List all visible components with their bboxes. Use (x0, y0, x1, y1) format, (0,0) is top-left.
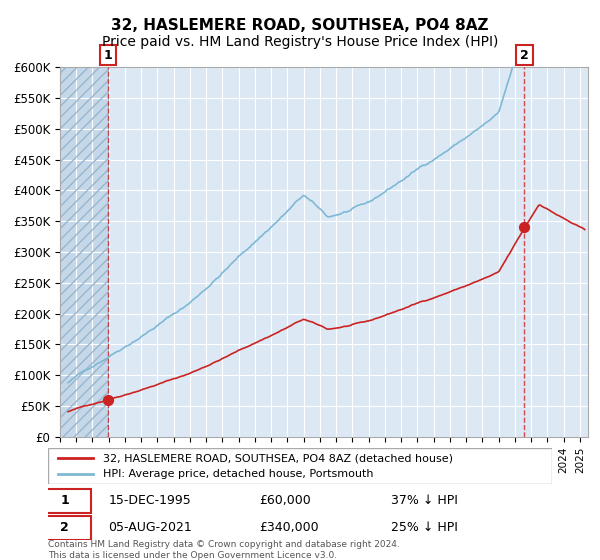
Text: 32, HASLEMERE ROAD, SOUTHSEA, PO4 8AZ: 32, HASLEMERE ROAD, SOUTHSEA, PO4 8AZ (111, 18, 489, 32)
Bar (60, 67, 108, 437)
Text: 32, HASLEMERE ROAD, SOUTHSEA, PO4 8AZ (detached house): 32, HASLEMERE ROAD, SOUTHSEA, PO4 8AZ (d… (103, 453, 454, 463)
Text: 37% ↓ HPI: 37% ↓ HPI (391, 494, 458, 507)
Text: 15-DEC-1995: 15-DEC-1995 (109, 494, 191, 507)
Text: £60,000: £60,000 (260, 494, 311, 507)
Text: £340,000: £340,000 (260, 521, 319, 534)
Point (103, 395, 113, 404)
Text: 2: 2 (60, 521, 69, 534)
FancyBboxPatch shape (38, 516, 91, 540)
Text: Price paid vs. HM Land Registry's House Price Index (HPI): Price paid vs. HM Land Registry's House … (102, 35, 498, 49)
Text: 1: 1 (104, 49, 112, 62)
Text: 2: 2 (520, 49, 529, 62)
Text: HPI: Average price, detached house, Portsmouth: HPI: Average price, detached house, Port… (103, 469, 374, 479)
FancyBboxPatch shape (48, 448, 552, 484)
Bar (60, 67, 108, 437)
Text: 25% ↓ HPI: 25% ↓ HPI (391, 521, 458, 534)
Text: 05-AUG-2021: 05-AUG-2021 (109, 521, 192, 534)
FancyBboxPatch shape (38, 489, 91, 513)
Point (520, 223, 529, 232)
Text: 1: 1 (60, 494, 69, 507)
Text: Contains HM Land Registry data © Crown copyright and database right 2024.
This d: Contains HM Land Registry data © Crown c… (48, 540, 400, 559)
